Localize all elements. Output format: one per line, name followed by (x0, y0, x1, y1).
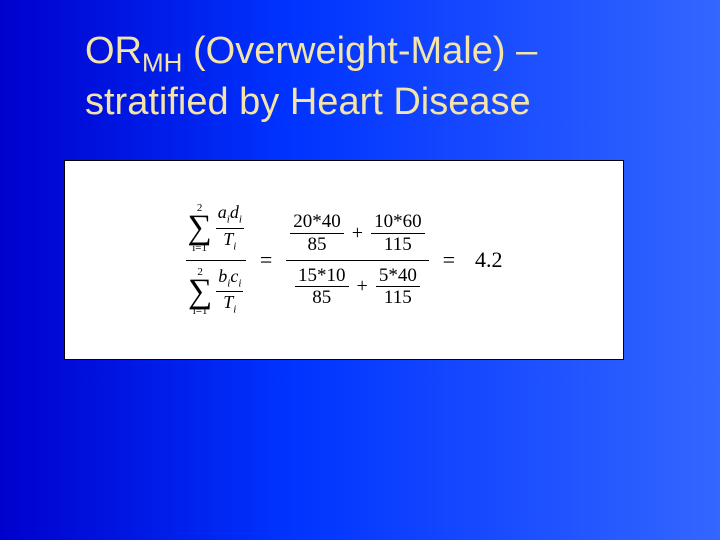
formula-box: 2 ∑ i=1 aidi Ti 2 ∑ i=1 bic (64, 160, 624, 360)
lhs-numerator-sum: 2 ∑ i=1 aidi Ti (186, 199, 246, 258)
plus-top: + (350, 222, 365, 245)
ad-over-t: aidi Ti (216, 203, 244, 252)
t-den-b: Ti (221, 293, 238, 316)
sigma-symbol: ∑ (188, 214, 212, 243)
rhs-fraction: 20*40 85 + 10*60 115 15*10 85 + (286, 209, 428, 312)
rhs-bot-frac2: 5*40 115 (376, 266, 420, 309)
title-subscript: MH (142, 48, 182, 78)
lhs-denominator-sum: 2 ∑ i=1 bici Ti (186, 263, 245, 322)
rhs-top-frac1: 20*40 85 (290, 212, 344, 255)
rhs-bot-frac1: 15*10 85 (295, 266, 349, 309)
result-value: 4.2 (469, 247, 503, 273)
equals-2: = (439, 247, 459, 273)
sum-lower-b: i=1 (193, 306, 208, 317)
slide-title: ORMH (Overweight-Male) – stratified by H… (85, 28, 537, 127)
t-den: Ti (221, 230, 238, 253)
lhs-fraction: 2 ∑ i=1 aidi Ti 2 ∑ i=1 bic (186, 199, 246, 322)
bc-over-t: bici Ti (216, 267, 243, 316)
sigma-bottom: 2 ∑ i=1 (188, 267, 212, 318)
rhs-bottom: 15*10 85 + 5*40 115 (291, 263, 424, 312)
sigma-top: 2 ∑ i=1 (188, 203, 212, 254)
title-line2: stratified by Heart Disease (85, 81, 531, 123)
equation: 2 ∑ i=1 aidi Ti 2 ∑ i=1 bic (186, 199, 503, 322)
ad-num: aidi (216, 203, 244, 226)
title-line1: ORMH (Overweight-Male) – (85, 30, 537, 72)
rhs-top-frac2: 10*60 115 (371, 212, 425, 255)
sigma-symbol-b: ∑ (188, 278, 212, 307)
rhs-top: 20*40 85 + 10*60 115 (286, 209, 428, 258)
sum-lower: i=1 (192, 243, 207, 254)
plus-bottom: + (355, 275, 370, 298)
bc-num: bici (216, 267, 243, 290)
title-or: OR (85, 30, 142, 72)
title-rest1: (Overweight-Male) – (182, 30, 537, 72)
equals-1: = (256, 247, 276, 273)
